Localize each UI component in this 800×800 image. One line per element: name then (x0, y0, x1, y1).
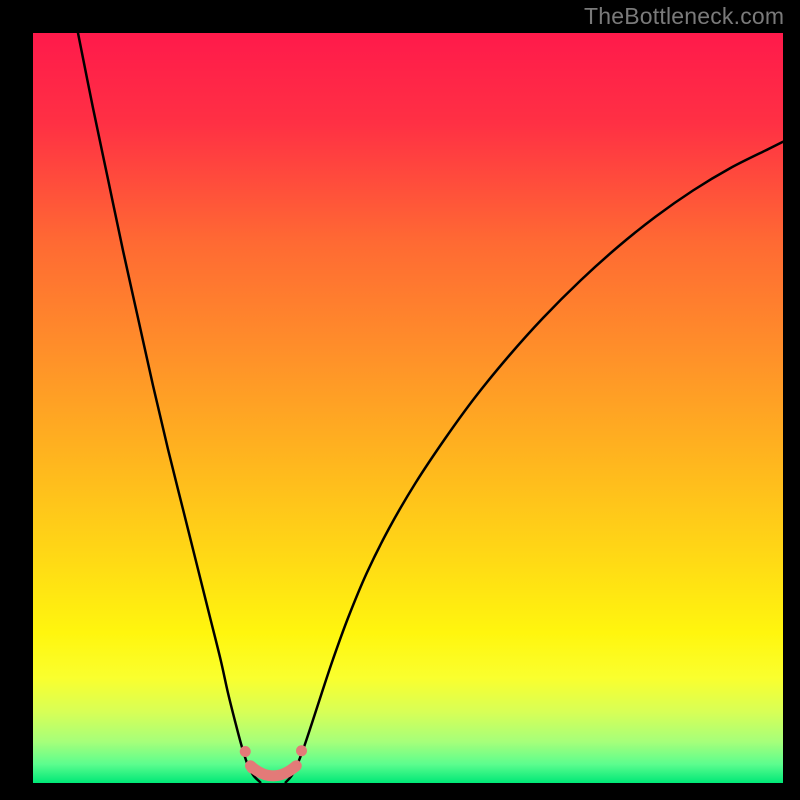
watermark-text: TheBottleneck.com (584, 3, 784, 30)
bottleneck-chart (33, 33, 783, 783)
gradient-background (33, 33, 783, 783)
